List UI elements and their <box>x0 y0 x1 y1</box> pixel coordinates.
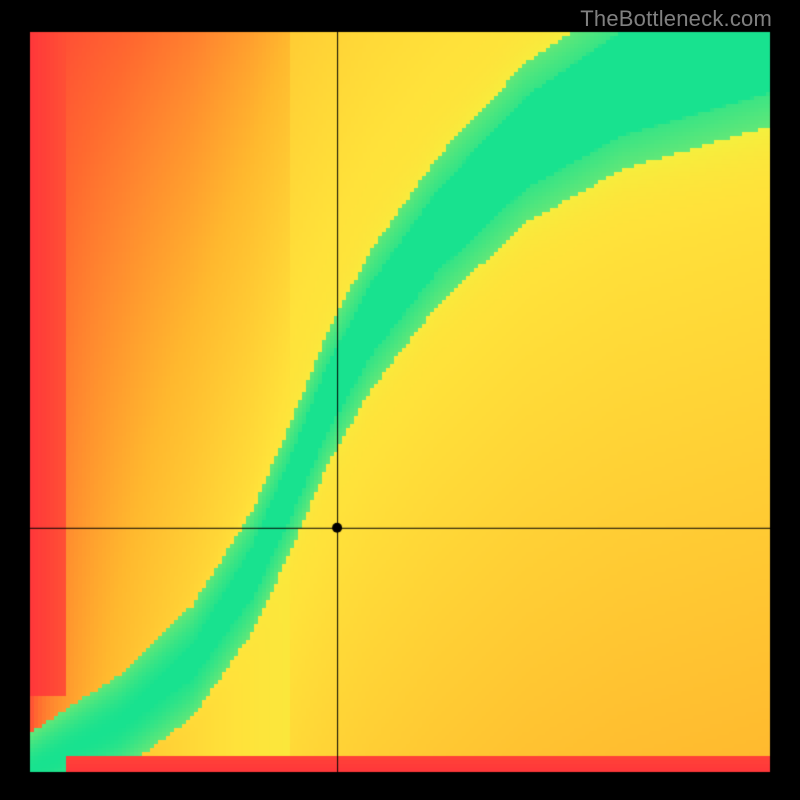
heatmap-canvas <box>0 0 800 800</box>
chart-container: TheBottleneck.com <box>0 0 800 800</box>
watermark-text: TheBottleneck.com <box>580 6 772 32</box>
